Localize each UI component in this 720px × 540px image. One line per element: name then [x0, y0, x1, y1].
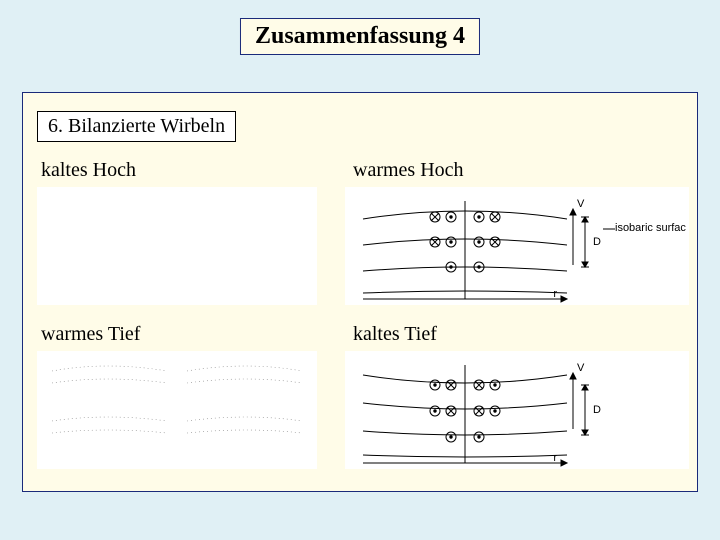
diagram-top-right: V D r isobaric surfac — [345, 187, 689, 305]
axis-label-r-2: r — [553, 452, 557, 464]
quadrant-label-top-right: warmes Hoch — [353, 159, 464, 182]
diagram-bottom-left — [37, 351, 317, 469]
isobaric-label: isobaric surfac — [615, 222, 686, 234]
axis-label-v: V — [577, 198, 585, 210]
quadrant-label-top-left: kaltes Hoch — [41, 159, 136, 182]
axis-label-r: r — [553, 288, 557, 300]
axis-label-v-2: V — [577, 362, 585, 374]
page-title: Zusammenfassung 4 — [240, 18, 480, 55]
main-panel: 6. Bilanzierte Wirbeln kaltes Hoch warme… — [22, 92, 698, 492]
diagram-bottom-right: V D r — [345, 351, 689, 469]
quadrant-label-bottom-left: warmes Tief — [41, 323, 140, 346]
section-heading-text: 6. Bilanzierte Wirbeln — [48, 115, 225, 137]
page-title-text: Zusammenfassung 4 — [255, 23, 465, 49]
quadrant-label-bottom-right: kaltes Tief — [353, 323, 437, 346]
axis-label-d-2: D — [593, 404, 601, 416]
diagram-top-left — [37, 187, 317, 305]
axis-label-d: D — [593, 236, 601, 248]
diagram-bottom-right-svg: V D r — [345, 351, 689, 469]
section-heading-box: 6. Bilanzierte Wirbeln — [37, 111, 236, 142]
diagram-top-right-svg: V D r isobaric surfac — [345, 187, 689, 305]
diagram-bottom-left-svg — [37, 351, 317, 469]
